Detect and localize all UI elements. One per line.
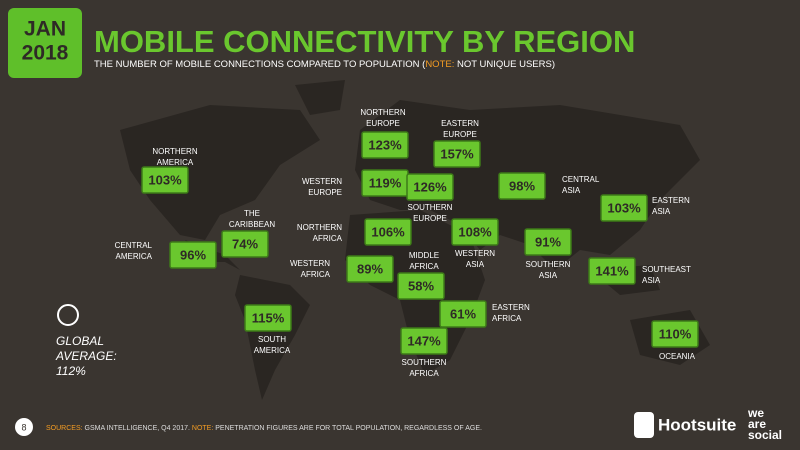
region-value: 103% bbox=[148, 172, 182, 187]
region-name: AMERICA bbox=[157, 158, 194, 167]
region-name: THE bbox=[244, 209, 260, 218]
region-name: ASIA bbox=[466, 260, 485, 269]
region-name: WESTERN bbox=[455, 249, 495, 258]
region-value: 126% bbox=[413, 179, 447, 194]
subtitle-text: NOT UNIQUE USERS) bbox=[454, 59, 555, 70]
brand-wearesocial: we bbox=[747, 406, 764, 420]
subtitle-text: THE NUMBER OF MOBILE CONNECTIONS COMPARE… bbox=[94, 59, 426, 70]
region-name: AFRICA bbox=[409, 262, 439, 271]
region-name: AFRICA bbox=[492, 314, 522, 323]
page-badge bbox=[15, 418, 33, 436]
global-average: GLOBAL bbox=[56, 334, 104, 348]
region-name: EUROPE bbox=[443, 130, 477, 139]
region-name: EUROPE bbox=[366, 119, 400, 128]
region-name: AFRICA bbox=[409, 369, 439, 378]
title: MOBILE CONNECTIVITY BY REGION bbox=[94, 24, 635, 59]
value-box bbox=[451, 218, 499, 246]
region-name: ASIA bbox=[539, 271, 558, 280]
region-value: 58% bbox=[408, 278, 434, 293]
value-box bbox=[346, 255, 394, 283]
hootsuite-logo bbox=[634, 412, 654, 438]
region-value: 123% bbox=[368, 137, 402, 152]
brand-wearesocial: are bbox=[748, 417, 766, 431]
value-box bbox=[433, 140, 481, 168]
region-value: 108% bbox=[458, 224, 492, 239]
region-name: OCEANIA bbox=[659, 352, 696, 361]
region-name: EUROPE bbox=[308, 188, 342, 197]
region-name: ASIA bbox=[642, 276, 661, 285]
region-value: 91% bbox=[535, 234, 561, 249]
region-name: SOUTHERN bbox=[526, 260, 571, 269]
value-box bbox=[244, 304, 292, 332]
region-name: EUROPE bbox=[413, 214, 447, 223]
sources-text: GSMA INTELLIGENCE, Q4 2017. bbox=[83, 425, 192, 432]
subtitle: THE NUMBER OF MOBILE CONNECTIONS COMPARE… bbox=[94, 59, 555, 70]
globe-icon bbox=[57, 304, 79, 326]
brand-hootsuite: Hootsuite bbox=[658, 415, 736, 434]
value-box bbox=[439, 300, 487, 328]
value-box bbox=[400, 327, 448, 355]
region-value: 106% bbox=[371, 224, 405, 239]
value-box bbox=[141, 166, 189, 194]
value-box bbox=[498, 172, 546, 200]
page-number: 8 bbox=[21, 422, 26, 432]
region-value: 157% bbox=[440, 146, 474, 161]
value-box bbox=[406, 173, 454, 201]
value-box bbox=[397, 272, 445, 300]
sources-label: SOURCES: bbox=[46, 425, 83, 432]
region-name: SOUTH bbox=[258, 335, 286, 344]
region-name: CENTRAL bbox=[115, 241, 153, 250]
region-name: NORTHERN bbox=[297, 223, 342, 232]
region-name: SOUTHERN bbox=[408, 203, 453, 212]
region-name: SOUTHERN bbox=[402, 358, 447, 367]
region-name: AFRICA bbox=[313, 234, 343, 243]
region-name: WESTERN bbox=[302, 177, 342, 186]
region-value: 61% bbox=[450, 306, 476, 321]
region-value: 147% bbox=[407, 333, 441, 348]
value-box bbox=[588, 257, 636, 285]
sources: SOURCES: GSMA INTELLIGENCE, Q4 2017. NOT… bbox=[46, 425, 482, 432]
region-value: 74% bbox=[232, 236, 258, 251]
date-badge bbox=[8, 8, 82, 78]
region-name: CARIBBEAN bbox=[229, 220, 275, 229]
region-name: EASTERN bbox=[492, 303, 530, 312]
date: 2018 bbox=[22, 42, 69, 65]
note-label: NOTE: bbox=[192, 425, 213, 432]
region-name: EASTERN bbox=[652, 196, 690, 205]
region-name: MIDDLE bbox=[409, 251, 439, 260]
region-value: 115% bbox=[252, 310, 285, 325]
brand-wearesocial: social bbox=[748, 428, 782, 442]
region-name: AMERICA bbox=[116, 252, 153, 261]
value-box bbox=[169, 241, 217, 269]
region-value: 98% bbox=[509, 178, 535, 193]
region-value: 103% bbox=[607, 200, 641, 215]
region-name: CENTRAL bbox=[562, 175, 600, 184]
date: JAN bbox=[24, 18, 66, 41]
value-box bbox=[651, 320, 699, 348]
region-name: EASTERN bbox=[441, 119, 479, 128]
region-value: 119% bbox=[369, 175, 402, 190]
region-value: 89% bbox=[357, 261, 383, 276]
region-name: WESTERN bbox=[290, 259, 330, 268]
region-name: NORTHERN bbox=[152, 147, 197, 156]
region-name: ASIA bbox=[562, 186, 581, 195]
global-average: AVERAGE: bbox=[55, 349, 117, 363]
region-name: NORTHERN bbox=[360, 108, 405, 117]
region-name: AFRICA bbox=[301, 270, 331, 279]
value-box bbox=[600, 194, 648, 222]
region-name: AMERICA bbox=[254, 346, 291, 355]
value-box bbox=[524, 228, 572, 256]
subtitle-note: NOTE: bbox=[425, 59, 454, 70]
region-value: 141% bbox=[595, 263, 629, 278]
global-average: 112% bbox=[56, 364, 86, 378]
value-box bbox=[221, 230, 269, 258]
region-name: SOUTHEAST bbox=[642, 265, 691, 274]
region-value: 110% bbox=[659, 326, 692, 341]
value-box bbox=[361, 131, 409, 159]
note-text: PENETRATION FIGURES ARE FOR TOTAL POPULA… bbox=[213, 425, 482, 432]
region-name: ASIA bbox=[652, 207, 671, 216]
region-value: 96% bbox=[180, 247, 206, 262]
value-box bbox=[364, 218, 412, 246]
